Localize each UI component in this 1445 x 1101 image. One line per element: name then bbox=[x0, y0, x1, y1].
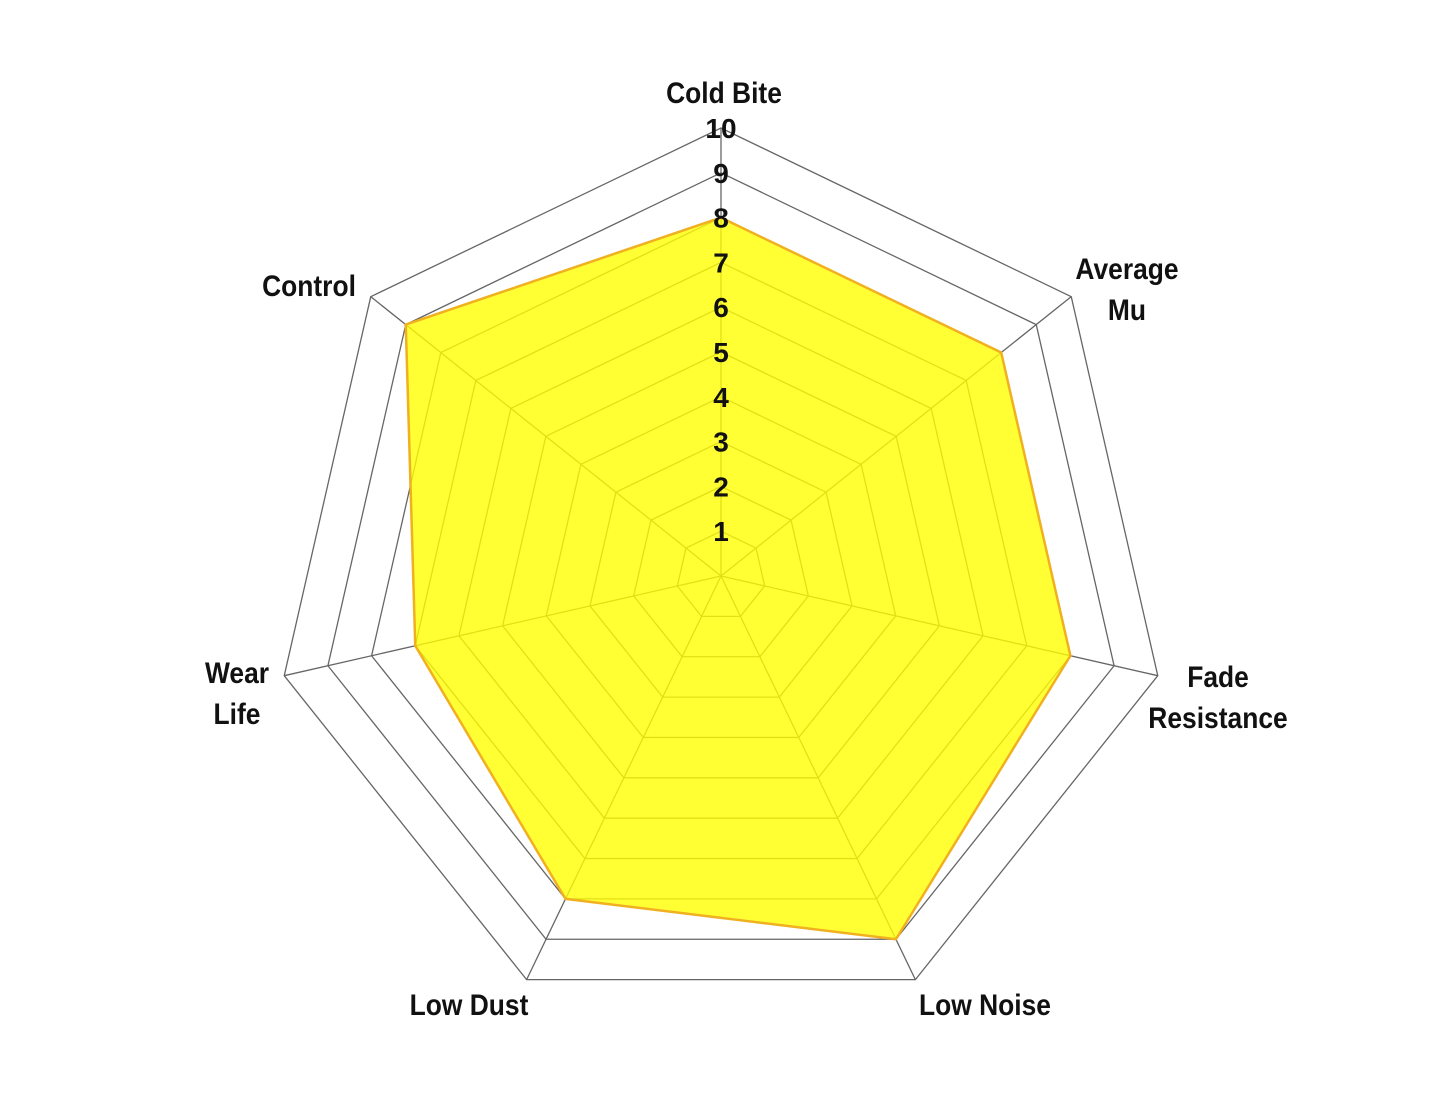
tick-label: 10 bbox=[705, 113, 736, 144]
tick-label: 9 bbox=[713, 158, 729, 189]
tick-label: 7 bbox=[713, 247, 729, 278]
tick-label: 1 bbox=[713, 516, 729, 547]
tick-label: 2 bbox=[713, 471, 729, 502]
grid-ring-10 bbox=[283, 127, 1159, 981]
axis-label: Fade Resistance bbox=[1148, 659, 1287, 734]
axis-label: Average Mu bbox=[1075, 251, 1178, 326]
tick-label: 8 bbox=[713, 203, 729, 234]
tick-label: 3 bbox=[713, 427, 729, 458]
axis-label: Wear Life bbox=[205, 655, 269, 730]
tick-label: 4 bbox=[713, 382, 729, 413]
axis-label: Low Noise bbox=[919, 987, 1051, 1021]
grid-ring-9 bbox=[327, 172, 1115, 940]
axis-label: Low Dust bbox=[410, 987, 529, 1021]
radial-tick-labels: 1 2 3 4 5 6 7 8 9 10 bbox=[705, 113, 736, 547]
axis-label: Cold Bite bbox=[666, 75, 782, 109]
tick-label: 6 bbox=[713, 292, 729, 323]
radar-area bbox=[404, 216, 1072, 941]
axis-label: Control bbox=[262, 268, 356, 302]
axis-labels: Cold Bite Average Mu Fade Resistance Low Nois… bbox=[205, 75, 1288, 1021]
data-polygon bbox=[404, 216, 1072, 941]
tick-label: 5 bbox=[713, 337, 729, 368]
